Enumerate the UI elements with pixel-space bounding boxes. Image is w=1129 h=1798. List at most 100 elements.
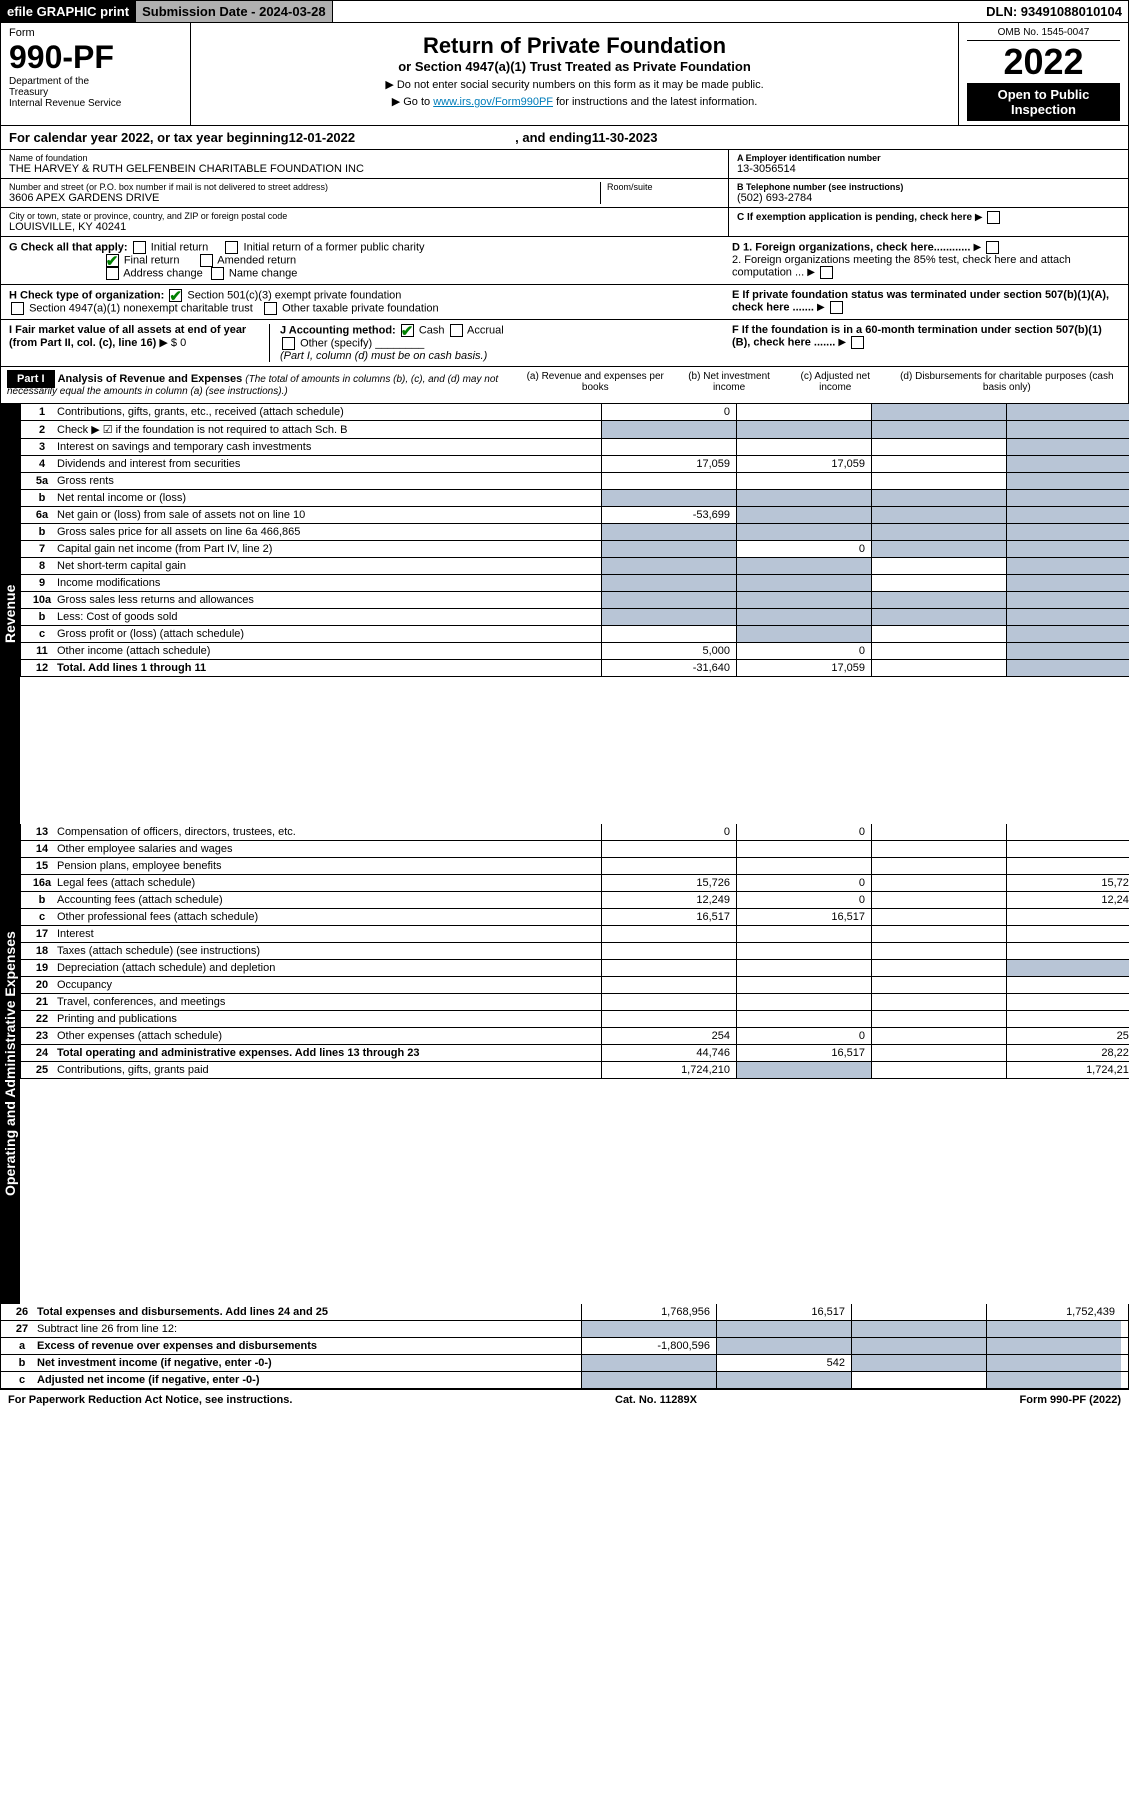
line-row: 1Contributions, gifts, grants, etc., rec… [20,404,1129,421]
col-b-value [736,609,871,625]
col-a-value: 44,746 [601,1045,736,1061]
line-description: Capital gain net income (from Part IV, l… [57,543,595,555]
line-row: 3Interest on savings and temporary cash … [20,439,1129,456]
col-c-value [871,575,1006,591]
f-checkbox[interactable] [851,336,864,349]
foundation-name-cell: Name of foundation THE HARVEY & RUTH GEL… [1,150,728,179]
line-row: 6aNet gain or (loss) from sale of assets… [20,507,1129,524]
line-row: 15Pension plans, employee benefits [20,858,1129,875]
col-d-value [1006,592,1129,608]
j-cash-checkbox[interactable] [401,324,414,337]
line-row: 25Contributions, gifts, grants paid1,724… [20,1062,1129,1079]
line-description: Gross rents [57,475,595,487]
line-row: 17Interest [20,926,1129,943]
col-a-value [601,439,736,455]
line-row: bAccounting fees (attach schedule)12,249… [20,892,1129,909]
line-description: Subtract line 26 from line 12: [37,1323,575,1335]
col-b-value [736,841,871,857]
col-b-value [716,1338,851,1354]
g-former-charity-checkbox[interactable] [225,241,238,254]
line-number: 13 [27,826,57,838]
ein-label: A Employer identification number [737,153,1120,163]
d1-checkbox[interactable] [986,241,999,254]
col-a-value [601,541,736,557]
col-c-value [871,858,1006,874]
col-b-value: 16,517 [736,1045,871,1061]
col-c-value [871,1011,1006,1027]
col-b-value [736,507,871,523]
col-b-value [736,592,871,608]
d2-checkbox[interactable] [820,266,833,279]
col-a-value: -1,800,596 [581,1338,716,1354]
col-d-value [1006,404,1129,420]
col-d-value [1006,994,1129,1010]
dln: DLN: 93491088010104 [980,1,1128,22]
line-number: 1 [27,406,57,418]
calendar-year-row: For calendar year 2022, or tax year begi… [0,126,1129,150]
col-b-value: 0 [736,875,871,891]
col-b-value [736,1062,871,1078]
line-description: Compensation of officers, directors, tru… [57,826,595,838]
c-checkbox[interactable] [987,211,1000,224]
line-number: b [27,611,57,623]
addr-label: Number and street (or P.O. box number if… [9,182,600,192]
line-number: c [27,628,57,640]
col-c-value [871,404,1006,420]
col-d-value: 254 [1006,1028,1129,1044]
col-b-value [736,575,871,591]
g-amended-checkbox[interactable] [200,254,213,267]
line-row: bLess: Cost of goods sold [20,609,1129,626]
col-b-value: 16,517 [736,909,871,925]
col-b-value: 0 [736,541,871,557]
g-address-change-checkbox[interactable] [106,267,119,280]
form-title-block: Return of Private Foundation or Section … [191,23,958,125]
g-opt-3: Initial return of a former public charit… [244,241,425,253]
line-number: 23 [27,1030,57,1042]
col-d-value [1006,1011,1129,1027]
col-d-value [1006,643,1129,659]
j-opt-0: Cash [419,324,445,336]
col-a-value: -53,699 [601,507,736,523]
line-row: 21Travel, conferences, and meetings [20,994,1129,1011]
col-d-value [1006,626,1129,642]
col-d-value [1006,507,1129,523]
col-d-value [1006,926,1129,942]
g-initial-return-checkbox[interactable] [133,241,146,254]
room-label: Room/suite [607,182,720,192]
paperwork-notice: For Paperwork Reduction Act Notice, see … [8,1394,292,1406]
phone-value: (502) 693-2784 [737,192,1120,204]
col-d-value: 0 [1006,909,1129,925]
j-accrual-checkbox[interactable] [450,324,463,337]
col-c-value [871,994,1006,1010]
line-number: 9 [27,577,57,589]
g-name-change-checkbox[interactable] [211,267,224,280]
line-number: b [27,894,57,906]
line-description: Pension plans, employee benefits [57,860,595,872]
instructions-link[interactable]: www.irs.gov/Form990PF [433,96,553,108]
col-d-value [1006,421,1129,438]
line-description: Net gain or (loss) from sale of assets n… [57,509,595,521]
col-a-value: 0 [601,404,736,420]
h-501c3-checkbox[interactable] [169,289,182,302]
line-number: 20 [27,979,57,991]
g-final-return-checkbox[interactable] [106,254,119,267]
col-a-value [581,1321,716,1337]
line-description: Other professional fees (attach schedule… [57,911,595,923]
col-d-value [1006,439,1129,455]
j-other-checkbox[interactable] [282,337,295,350]
e-checkbox[interactable] [830,301,843,314]
h-other-checkbox[interactable] [264,302,277,315]
line-number: c [7,1374,37,1386]
col-d-value: 0 [1006,824,1129,840]
col-d-value [986,1355,1121,1371]
col-d-value [986,1338,1121,1354]
efile-print-button[interactable]: efile GRAPHIC print [1,1,136,22]
line-number: 14 [27,843,57,855]
col-b-value [736,626,871,642]
foundation-address: 3606 APEX GARDENS DRIVE [9,192,600,204]
line-description: Interest on savings and temporary cash i… [57,441,595,453]
line-number: 8 [27,560,57,572]
h-4947-checkbox[interactable] [11,302,24,315]
col-c-value [871,592,1006,608]
col-b-value [736,439,871,455]
